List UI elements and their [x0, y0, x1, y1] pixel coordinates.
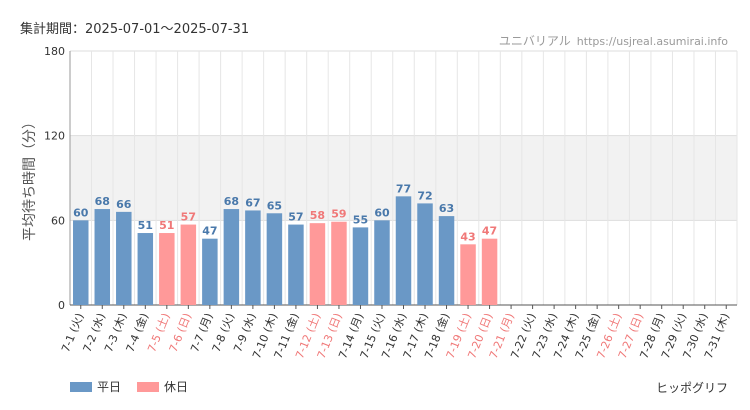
bar: [374, 220, 390, 305]
bar: [417, 203, 433, 305]
bar: [245, 210, 261, 305]
bar: [460, 244, 476, 305]
bar-value-label: 47: [482, 225, 497, 238]
bar-value-label: 60: [374, 206, 390, 219]
legend-item-holiday: 休日: [137, 378, 188, 395]
bar: [73, 220, 89, 305]
bar-value-label: 43: [460, 230, 475, 243]
brand-label: ヒッポグリフ: [655, 381, 728, 395]
legend-swatch-holiday: [137, 381, 160, 392]
bar-value-label: 57: [181, 211, 196, 224]
bar: [202, 238, 218, 305]
bar: [159, 233, 175, 305]
bar-value-label: 51: [159, 219, 174, 232]
bar-value-label: 72: [417, 189, 432, 202]
legend-label-weekday: 平日: [97, 380, 122, 394]
bar: [352, 227, 369, 305]
y-tick-label: 0: [58, 299, 65, 312]
bar-value-label: 47: [202, 225, 217, 238]
bar-value-label: 60: [73, 206, 89, 219]
bar-value-label: 65: [267, 199, 282, 212]
bar-value-label: 57: [288, 211, 303, 224]
legend: 平日 休日: [70, 378, 188, 395]
bar: [331, 221, 347, 305]
bar: [116, 211, 132, 305]
legend-item-weekday: 平日: [70, 378, 121, 395]
bar-value-label: 59: [331, 208, 346, 221]
source-site-name: ユニバリアル: [498, 34, 571, 48]
legend-swatch-weekday: [70, 381, 92, 392]
period-label: 集計期間：2025-07-01～2025-07-31: [20, 22, 250, 37]
bar: [94, 209, 111, 305]
y-tick-label: 120: [44, 130, 65, 143]
bar: [137, 233, 154, 305]
bar-value-label: 67: [245, 196, 260, 209]
bar-value-label: 68: [95, 195, 110, 208]
y-axis-title: 平均待ち時間（分）: [22, 115, 38, 241]
y-tick-label: 60: [51, 214, 65, 227]
bar-value-label: 68: [224, 195, 239, 208]
bar: [180, 224, 197, 305]
bar: [438, 216, 455, 305]
bar-value-label: 55: [353, 213, 368, 226]
bar: [288, 224, 304, 305]
bar-value-label: 77: [396, 182, 411, 195]
bar: [223, 209, 240, 305]
bar: [266, 213, 283, 305]
bar-value-label: 63: [439, 202, 454, 215]
source-url[interactable]: https://usjreal.asumirai.info: [576, 35, 728, 48]
bar: [481, 238, 498, 305]
bar-value-label: 51: [138, 219, 153, 232]
bar-value-label: 66: [116, 198, 132, 211]
bar-value-label: 58: [310, 209, 325, 222]
bar: [395, 196, 412, 305]
y-tick-label: 180: [44, 45, 65, 58]
legend-label-holiday: 休日: [164, 380, 189, 394]
source-credit[interactable]: ユニバリアル https://usjreal.asumirai.info: [499, 32, 728, 49]
bar: [309, 223, 326, 305]
